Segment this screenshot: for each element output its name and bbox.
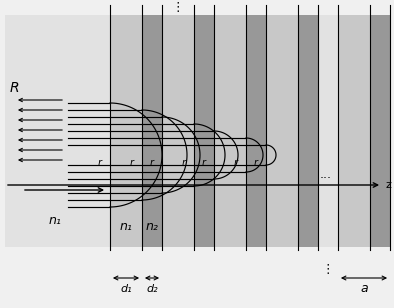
Text: r: r xyxy=(150,158,154,168)
Text: R: R xyxy=(10,81,20,95)
Bar xyxy=(266,15,298,247)
Bar xyxy=(298,15,318,247)
Text: n₂: n₂ xyxy=(145,220,158,233)
Text: r: r xyxy=(254,158,258,168)
Bar xyxy=(194,15,214,247)
Text: z: z xyxy=(386,180,392,190)
Text: r: r xyxy=(234,158,238,168)
Bar xyxy=(110,15,142,247)
Text: n₁: n₁ xyxy=(48,213,61,226)
Text: d₁: d₁ xyxy=(120,284,132,294)
Text: r: r xyxy=(182,158,186,168)
Text: r: r xyxy=(98,158,102,168)
Text: n₁: n₁ xyxy=(119,220,132,233)
Bar xyxy=(370,15,390,247)
Bar xyxy=(162,15,194,247)
Bar xyxy=(5,15,375,247)
Text: r: r xyxy=(130,158,134,168)
Bar xyxy=(338,15,370,247)
Bar xyxy=(246,15,266,247)
Bar xyxy=(214,15,246,247)
Text: ⋮: ⋮ xyxy=(172,2,184,14)
Text: ⋮: ⋮ xyxy=(322,264,334,277)
Text: ...: ... xyxy=(320,168,332,181)
Text: a: a xyxy=(360,282,368,295)
Bar xyxy=(142,15,162,247)
Text: d₂: d₂ xyxy=(146,284,158,294)
Text: r: r xyxy=(202,158,206,168)
